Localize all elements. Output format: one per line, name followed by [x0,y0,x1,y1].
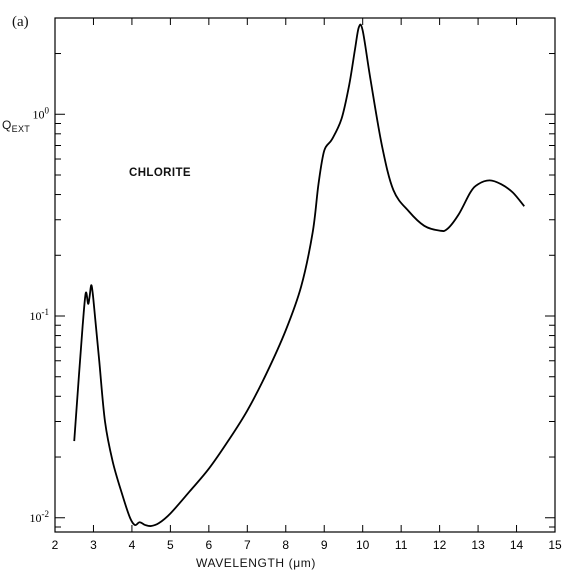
panel-label: (a) [12,14,29,30]
series-line [73,23,525,527]
plot-frame [54,17,556,533]
x-tick-label: 14 [510,538,524,552]
x-tick-label: 3 [90,538,97,552]
y-tick-label: 10-1 [30,307,50,323]
y-axis-label: QEXT [2,118,31,134]
y-tick-label: 100 [33,105,50,121]
x-tick-label: 12 [433,538,447,552]
x-tick-label: 15 [548,538,562,552]
x-tick-label: 10 [356,538,370,552]
x-tick-label: 5 [167,538,174,552]
x-tick-label: 6 [206,538,213,552]
series-layer [73,23,525,527]
x-tick-label: 11 [395,538,408,552]
x-ticks: 2 3 4 5 6 7 8 9 10 11 12 13 14 15 [52,18,562,552]
x-tick-label: 2 [52,538,59,552]
x-tick-label: 9 [321,538,328,552]
x-tick-label: 7 [244,538,251,552]
y-axis-label-subscript: EXT [11,124,31,134]
x-tick-label: 8 [282,538,289,552]
x-tick-label: 13 [471,538,485,552]
y-ticks: 10-2 10-1 100 [30,17,555,528]
chart-annotation: CHLORITE [129,167,191,179]
y-tick-label: 10-2 [30,509,50,525]
x-tick-label: 4 [129,538,136,552]
x-axis-label: WAVELENGTH (μm) [196,556,316,570]
